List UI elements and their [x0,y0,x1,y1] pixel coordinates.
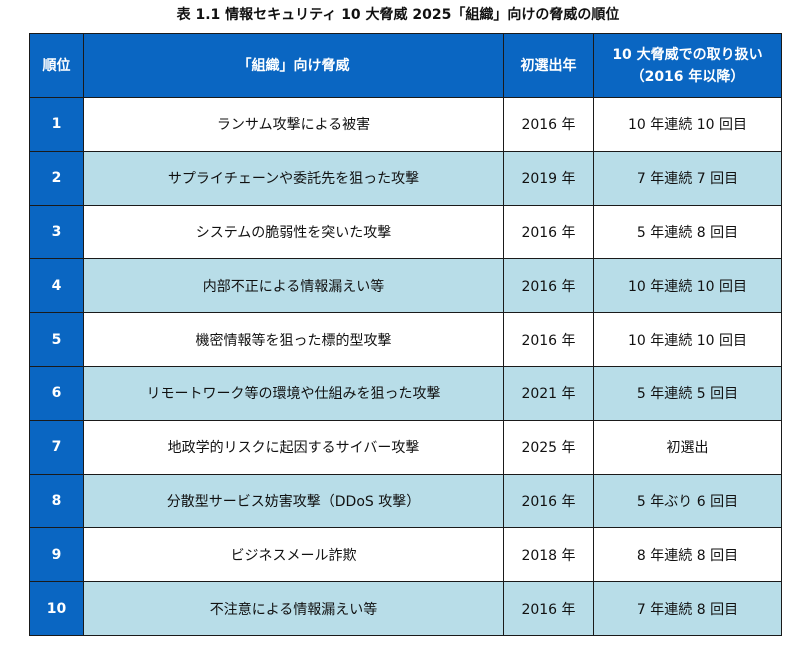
history-cell: 10 年連続 10 回目 [593,312,782,367]
header-row: 順位 「組織」向け脅威 初選出年 10 大脅威での取り扱い （2016 年以降） [29,33,782,98]
header-history: 10 大脅威での取り扱い （2016 年以降） [593,33,782,98]
rank-cell: 4 [29,258,84,314]
table-caption: 表 1.1 情報セキュリティ 10 大脅威 2025「組織」向けの脅威の順位 [176,7,620,23]
history-cell: 7 年連続 8 回目 [593,581,782,636]
header-threat: 「組織」向け脅威 [83,33,504,98]
threat-cell: システムの脆弱性を突いた攻撃 [83,204,504,260]
rank-cell: 10 [29,581,84,636]
rank-cell: 9 [29,527,84,583]
threat-cell: リモートワーク等の環境や仕組みを狙った攻撃 [83,365,504,421]
table-row: 7 地政学的リスクに起因するサイバー攻撃 2025 年初選出 [29,419,782,475]
year-cell: 2016 年 [503,312,594,367]
rank-cell: 7 [29,419,84,475]
history-cell: 10 年連続 10 回目 [593,97,782,152]
history-cell: 初選出 [593,419,782,475]
table-row: 4 内部不正による情報漏えい等 2016 年 10 年連続 10 回目 [29,258,782,314]
header-history-line2: （2016 年以降） [630,68,745,85]
rank-cell: 5 [29,312,84,367]
history-cell: 8 年連続 8 回目 [593,527,782,583]
year-cell: 2016 年 [503,97,594,152]
rank-cell: 6 [29,365,84,421]
table-row: 1 ランサム攻撃による被害 2016 年 10 年連続 10 回目 [29,97,782,152]
year-cell: 2021 年 [503,365,594,421]
header-year: 初選出年 [503,33,594,98]
threat-cell: 地政学的リスクに起因するサイバー攻撃 [83,419,504,475]
header-history-line1: 10 大脅威での取り扱い [612,46,763,63]
threat-cell: サプライチェーンや委託先を狙った攻撃 [83,150,504,206]
year-cell: 2019 年 [503,150,594,206]
history-cell: 5 年ぶり 6 回目 [593,473,782,529]
year-cell: 2016 年 [503,204,594,260]
threat-cell: 機密情報等を狙った標的型攻撃 [83,312,504,367]
year-cell: 2016 年 [503,473,594,529]
rank-cell: 1 [29,97,84,152]
year-cell: 2016 年 [503,581,594,636]
threat-cell: ビジネスメール詐欺 [83,527,504,583]
history-cell: 7 年連続 7 回目 [593,150,782,206]
year-cell: 2018 年 [503,527,594,583]
threat-cell: 不注意による情報漏えい等 [83,581,504,636]
header-rank: 順位 [29,33,84,98]
table-row: 5 機密情報等を狙った標的型攻撃 2016 年 10 年連続 10 回目 [29,312,782,367]
history-cell: 10 年連続 10 回目 [593,258,782,314]
year-cell: 2016 年 [503,258,594,314]
history-cell: 5 年連続 8 回目 [593,204,782,260]
rank-cell: 3 [29,204,84,260]
year-cell: 2025 年 [503,419,594,475]
threat-cell: ランサム攻撃による被害 [83,97,504,152]
rank-cell: 8 [29,473,84,529]
threat-ranking-table: 順位 「組織」向け脅威 初選出年 10 大脅威での取り扱い （2016 年以降） … [29,33,782,636]
rank-cell: 2 [29,150,84,206]
threat-cell: 分散型サービス妨害攻撃（DDoS 攻撃） [83,473,504,529]
threat-cell: 内部不正による情報漏えい等 [83,258,504,314]
history-cell: 5 年連続 5 回目 [593,365,782,421]
